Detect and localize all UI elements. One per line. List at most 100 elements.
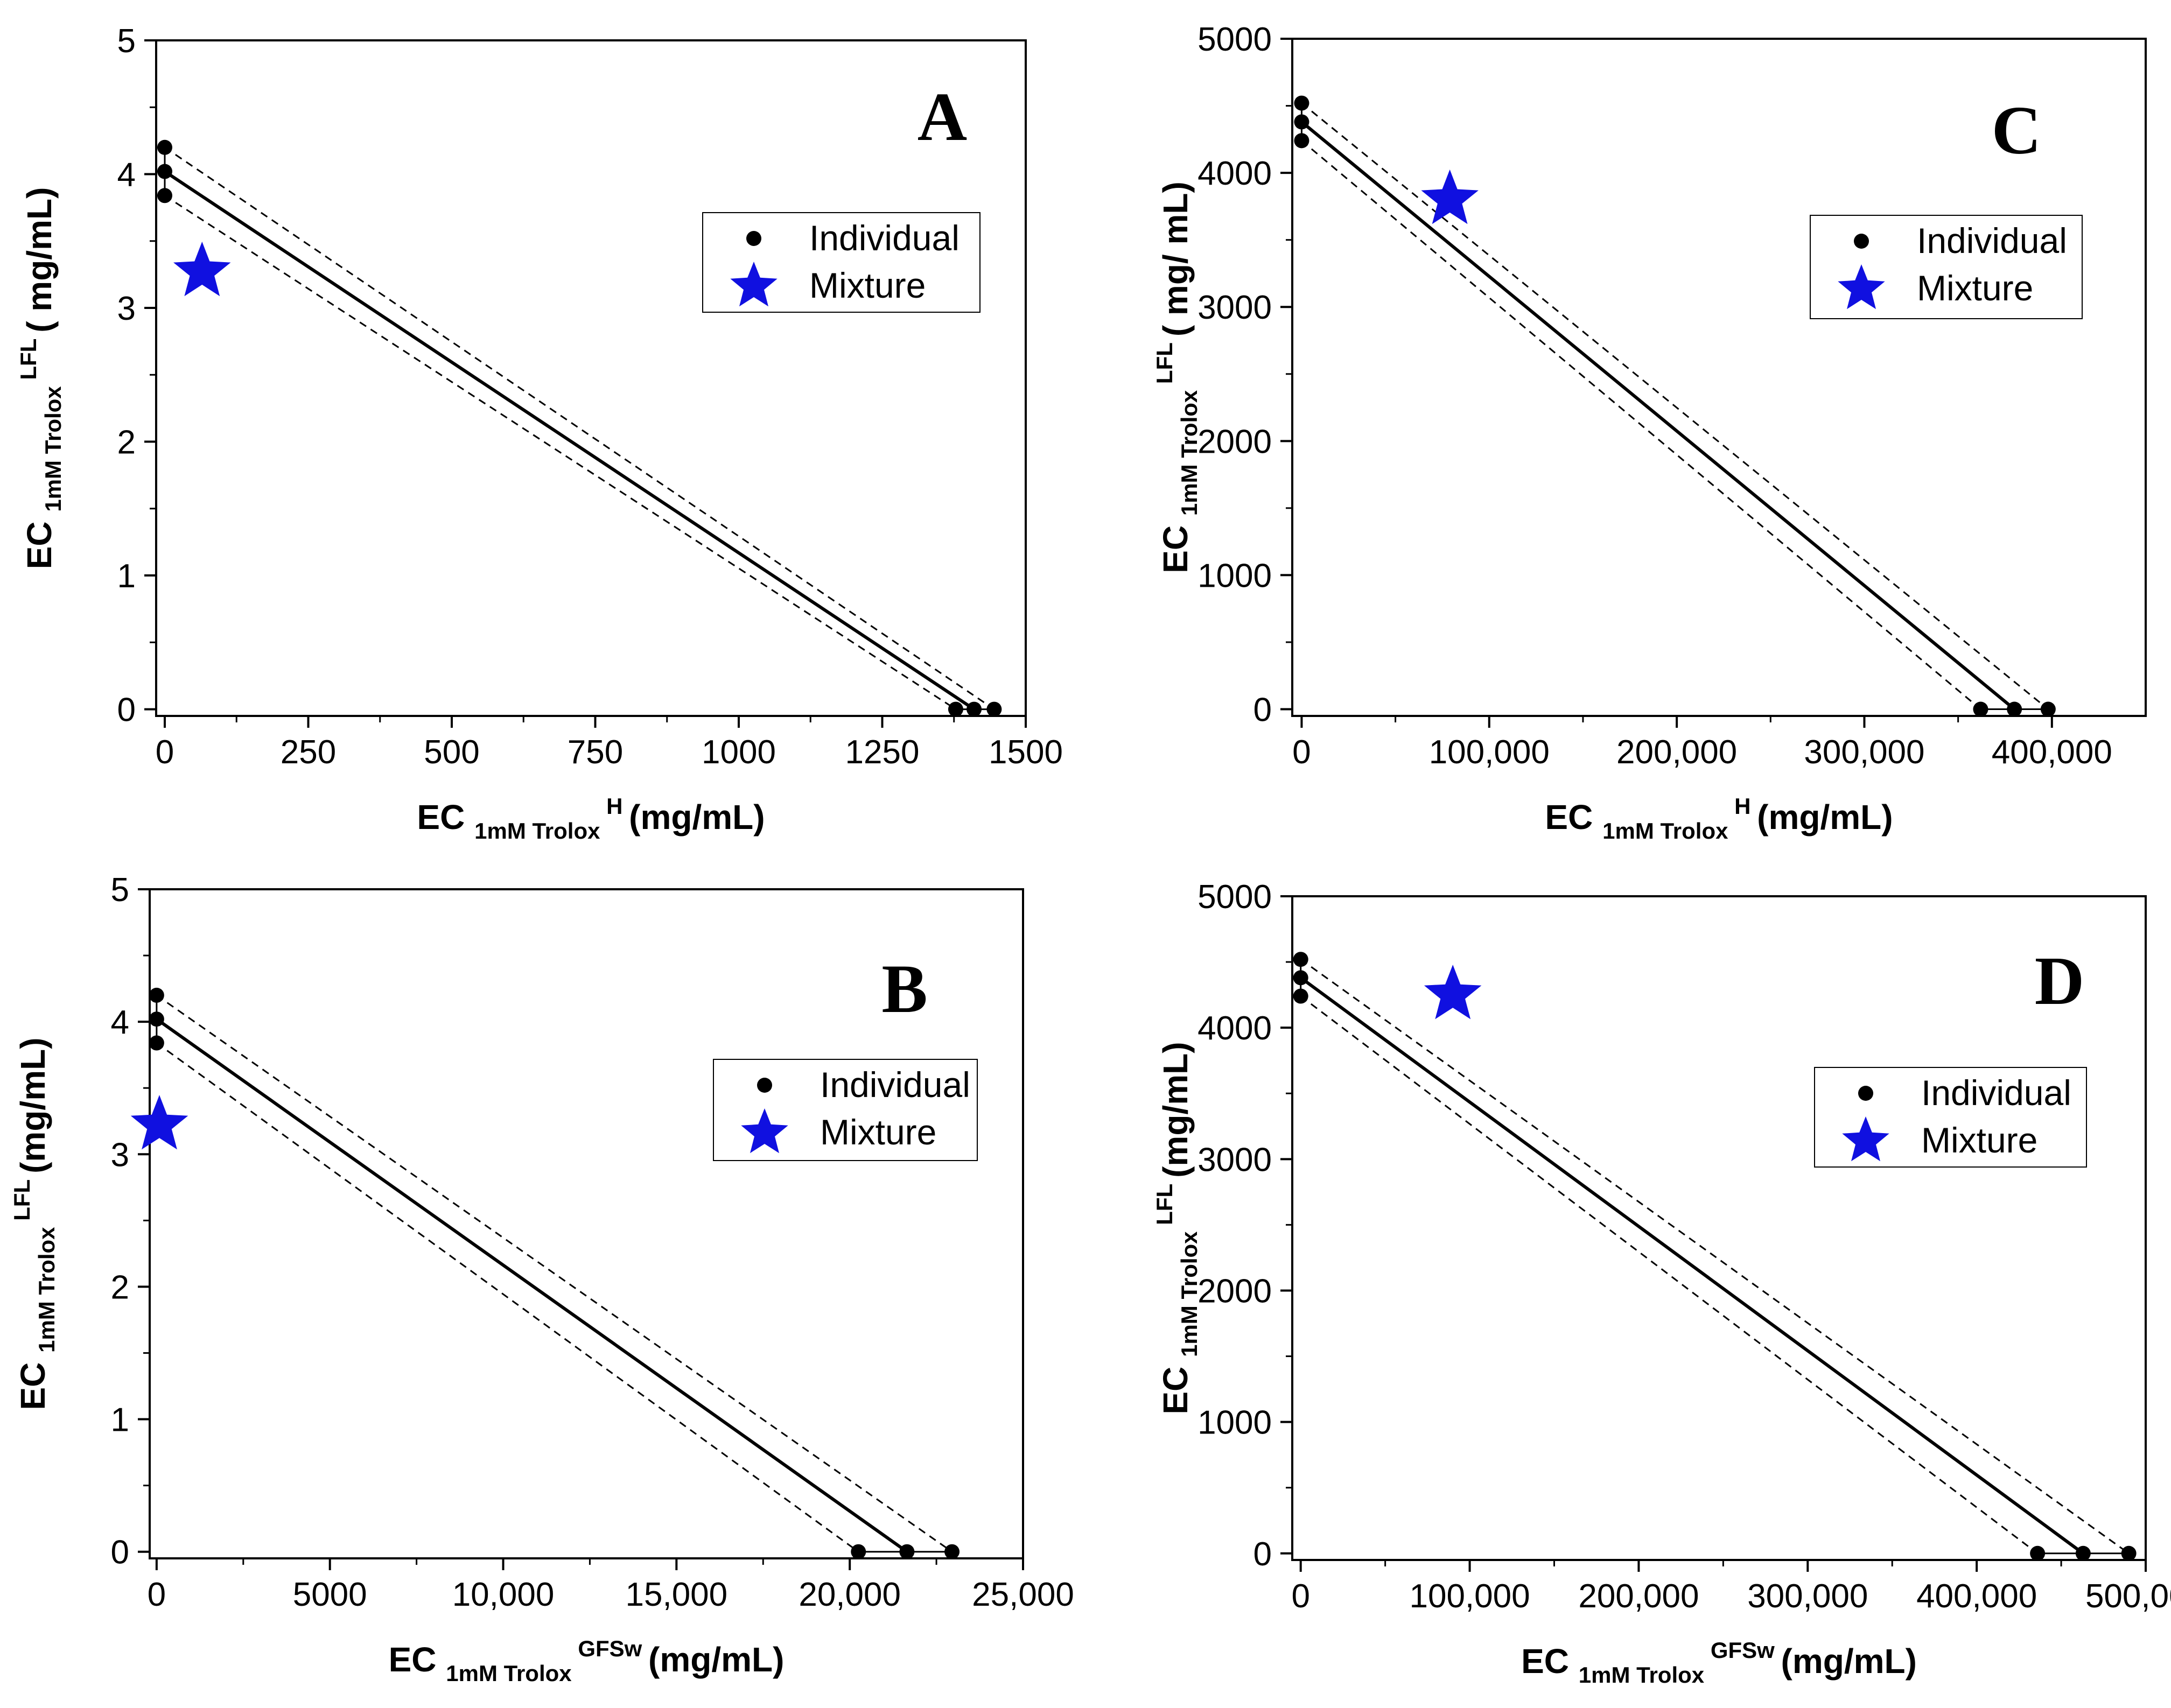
x-tick-label-a: 250 bbox=[281, 734, 336, 771]
x-axis-label-a: EC 1mM Trolox H (mg/mL) bbox=[417, 793, 765, 844]
legend-mixture-marker-b bbox=[741, 1108, 788, 1154]
y-axis-label-b: EC 1mM Trolox LFL (mg/mL) bbox=[9, 1037, 59, 1410]
legend-b: Individual Mixture bbox=[713, 1059, 978, 1161]
individual-point-a bbox=[157, 164, 172, 179]
x-axis-label-c-main: EC bbox=[1545, 798, 1602, 837]
upper-confidence-line-b bbox=[156, 994, 953, 1552]
plot-frame-a bbox=[155, 39, 1027, 717]
individual-point-c bbox=[1973, 701, 1988, 717]
y-tick-label-b: 4 bbox=[111, 1004, 129, 1041]
mixture-star-b bbox=[130, 1095, 188, 1150]
lower-confidence-line-b bbox=[156, 1042, 859, 1552]
y-axis-label-c-main: EC bbox=[1156, 516, 1195, 573]
mixture-star-a bbox=[173, 241, 231, 297]
y-tick-label-b: 0 bbox=[111, 1534, 129, 1571]
legend-individual-marker-c bbox=[1854, 234, 1869, 249]
x-tick-label-d: 100,000 bbox=[1409, 1578, 1530, 1615]
y-tick-label-a: 5 bbox=[117, 23, 136, 60]
y-tick-label-c: 3000 bbox=[1197, 289, 1272, 326]
legend-individual-label-a: Individual bbox=[809, 218, 960, 258]
individual-point-c bbox=[1294, 114, 1309, 130]
y-tick-label-a: 1 bbox=[117, 558, 136, 595]
panel-c: 0 100,000 200,000 300,000 400,000 0 1000 2000 30… bbox=[1152, 21, 2147, 844]
y-tick-label-c: 4000 bbox=[1197, 155, 1272, 192]
x-axis-label-c-unit: (mg/mL) bbox=[1757, 798, 1893, 837]
x-axis-label-b-sup: GFSw bbox=[578, 1636, 648, 1661]
x-tick-label-d: 0 bbox=[1291, 1578, 1309, 1615]
legend-mixture-marker-d bbox=[1842, 1116, 1889, 1162]
individual-point-c bbox=[2007, 701, 2022, 717]
y-tick-label-a: 2 bbox=[117, 424, 136, 461]
additivity-isobole-line-b bbox=[156, 1017, 908, 1554]
individual-point-b bbox=[899, 1544, 915, 1559]
x-axis-label-b: EC 1mM Trolox GFSw (mg/mL) bbox=[389, 1636, 785, 1686]
plot-frame-d bbox=[1291, 895, 2147, 1561]
y-axis-label-b-main: EC bbox=[13, 1353, 52, 1410]
lower-confidence-line-a bbox=[164, 195, 956, 710]
individual-point-c bbox=[1294, 95, 1309, 111]
individual-point-a bbox=[986, 701, 1002, 717]
individual-point-a bbox=[157, 188, 172, 203]
y-axis-label-a-unit: ( mg/mL) bbox=[20, 187, 59, 333]
y-tick-label-b: 3 bbox=[111, 1136, 129, 1173]
y-tick-label-b: 2 bbox=[111, 1269, 129, 1306]
x-tick-label-a: 750 bbox=[568, 734, 623, 771]
x-tick-label-c: 100,000 bbox=[1429, 734, 1550, 771]
lower-confidence-line-d bbox=[1300, 995, 2039, 1554]
x-axis-label-d-sub: 1mM Trolox bbox=[1579, 1662, 1711, 1688]
individual-point-a bbox=[967, 701, 982, 717]
x-tick-label-b: 10,000 bbox=[452, 1576, 555, 1613]
x-tick-label-b: 25,000 bbox=[972, 1576, 1074, 1613]
x-tick-label-d: 200,000 bbox=[1578, 1578, 1699, 1615]
legend-individual-marker-a bbox=[746, 231, 761, 246]
legend-c: Individual Mixture bbox=[1810, 215, 2083, 319]
x-tick-label-b: 20,000 bbox=[799, 1576, 901, 1613]
y-tick-label-c: 2000 bbox=[1197, 423, 1272, 460]
panel-d: 0 100,000 200,000 300,000 400,000 500,000 0 100… bbox=[1152, 878, 2171, 1688]
x-tick-label-b: 15,000 bbox=[626, 1576, 728, 1613]
additivity-isobole-line-c bbox=[1300, 121, 2016, 711]
mixture-star-c bbox=[1421, 169, 1479, 224]
y-axis-label-a-sub: 1mM Trolox bbox=[40, 380, 66, 512]
x-tick-label-a: 500 bbox=[424, 734, 479, 771]
x-axis-label-c: EC 1mM Trolox H (mg/mL) bbox=[1545, 793, 1893, 844]
legend-mixture-label-b: Mixture bbox=[820, 1112, 936, 1152]
individual-point-d bbox=[2121, 1545, 2137, 1561]
individual-point-c bbox=[1294, 133, 1309, 149]
plot-frame-c bbox=[1291, 38, 2147, 717]
individual-point-c bbox=[2040, 701, 2056, 717]
legend-d: Individual Mixture bbox=[1814, 1067, 2087, 1168]
y-tick-label-b: 5 bbox=[111, 871, 129, 909]
y-axis-label-d-unit: (mg/mL) bbox=[1156, 1042, 1195, 1177]
x-tick-label-b: 0 bbox=[148, 1576, 166, 1613]
y-tick-label-a: 3 bbox=[117, 290, 136, 327]
individual-point-a bbox=[157, 139, 172, 155]
individual-point-b bbox=[851, 1544, 866, 1559]
y-axis-label-a: EC 1mM Trolox LFL ( mg/mL) bbox=[16, 187, 66, 570]
y-axis-label-c: EC 1mM Trolox LFL ( mg/ mL) bbox=[1152, 181, 1202, 573]
additivity-isobole-line-d bbox=[1299, 976, 2084, 1555]
individual-point-d bbox=[1293, 952, 1308, 967]
legend-mixture-marker-c bbox=[1838, 264, 1885, 310]
y-tick-label-b: 1 bbox=[111, 1402, 129, 1439]
individual-point-d bbox=[1293, 988, 1308, 1004]
individual-point-d bbox=[2075, 1545, 2091, 1561]
legend-mixture-label-c: Mixture bbox=[1917, 268, 2033, 308]
panel-letter-b: B bbox=[881, 951, 927, 1027]
y-axis-label-b-sup: LFL bbox=[9, 1173, 34, 1221]
y-axis-label-d-sub: 1mM Trolox bbox=[1176, 1225, 1202, 1357]
x-axis-label-a-sub: 1mM Trolox bbox=[474, 818, 606, 844]
y-axis-label-d-main: EC bbox=[1156, 1357, 1195, 1415]
legend-individual-label-c: Individual bbox=[1917, 221, 2067, 261]
legend-individual-marker-b bbox=[757, 1078, 772, 1093]
upper-confidence-line-d bbox=[1300, 958, 2130, 1555]
individual-point-d bbox=[2030, 1545, 2046, 1561]
y-axis-label-d: EC 1mM Trolox LFL (mg/mL) bbox=[1152, 1042, 1202, 1414]
x-tick-label-d: 500,000 bbox=[2085, 1578, 2171, 1615]
x-tick-label-a: 1500 bbox=[989, 734, 1063, 771]
y-tick-label-d: 0 bbox=[1253, 1536, 1272, 1573]
individual-point-b bbox=[149, 987, 164, 1003]
x-axis-label-d-main: EC bbox=[1521, 1642, 1579, 1681]
legend-mixture-label-d: Mixture bbox=[1921, 1120, 2037, 1160]
